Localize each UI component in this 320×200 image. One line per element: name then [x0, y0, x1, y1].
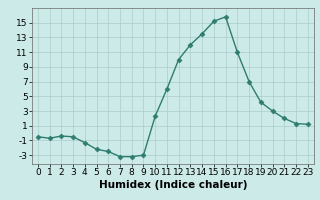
X-axis label: Humidex (Indice chaleur): Humidex (Indice chaleur) [99, 180, 247, 190]
